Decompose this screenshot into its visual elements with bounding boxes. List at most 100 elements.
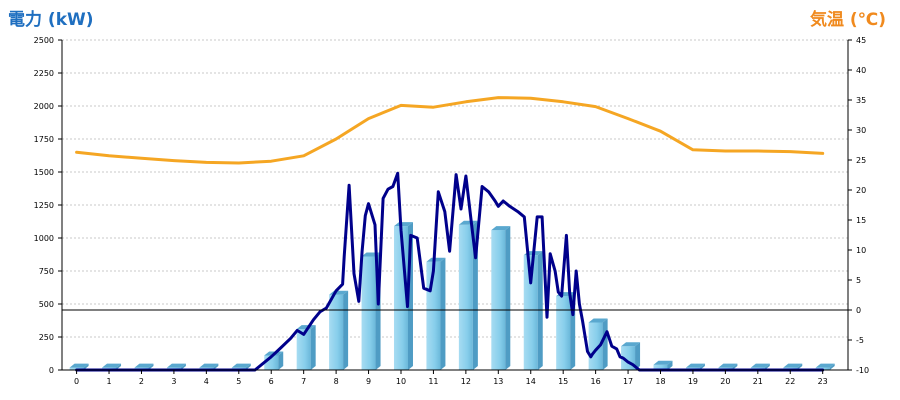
bar-front xyxy=(653,364,668,370)
bar-top xyxy=(621,342,641,347)
x-tick-label: 16 xyxy=(591,377,601,386)
right-tick-label: 30 xyxy=(856,126,866,135)
bar-top xyxy=(685,363,705,368)
bar-side xyxy=(602,318,608,370)
bar-side xyxy=(440,257,446,370)
bar xyxy=(329,290,349,370)
right-tick-label: 15 xyxy=(856,216,866,225)
right-tick-label: -10 xyxy=(856,366,869,375)
bar-side xyxy=(213,363,219,370)
left-tick-label: 2000 xyxy=(34,102,54,111)
bar xyxy=(621,342,641,370)
x-tick-label: 9 xyxy=(366,377,371,386)
x-tick-label: 15 xyxy=(558,377,568,386)
bar xyxy=(588,318,608,370)
bar-side xyxy=(245,363,251,370)
bar-top xyxy=(426,257,446,262)
bar-side xyxy=(699,363,705,370)
right-tick-label: 45 xyxy=(856,36,866,45)
bar-front xyxy=(523,255,538,370)
left-tick-label: 1000 xyxy=(34,234,54,243)
right-tick-label: 40 xyxy=(856,66,866,75)
bar-top xyxy=(69,363,89,368)
bar-side xyxy=(148,363,154,370)
left-tick-label: 2250 xyxy=(34,69,54,78)
left-tick-label: 2500 xyxy=(34,36,54,45)
x-tick-label: 10 xyxy=(396,377,406,386)
bar-top xyxy=(393,222,413,227)
right-tick-label: 20 xyxy=(856,186,866,195)
x-tick-label: 0 xyxy=(74,377,79,386)
right-tick-label: 10 xyxy=(856,246,866,255)
x-tick-label: 8 xyxy=(334,377,339,386)
bar-top xyxy=(458,220,478,225)
x-tick-label: 5 xyxy=(236,377,241,386)
bar xyxy=(653,360,673,370)
bar-top xyxy=(166,363,186,368)
bar-side xyxy=(829,363,835,370)
bar-side xyxy=(732,363,738,370)
left-tick-label: 1250 xyxy=(34,201,54,210)
bar xyxy=(491,226,511,370)
right-tick-label: 0 xyxy=(856,306,861,315)
bar-side xyxy=(505,226,511,370)
x-tick-label: 18 xyxy=(655,377,665,386)
bar xyxy=(296,325,316,370)
right-tick-label: -5 xyxy=(856,336,864,345)
bar-front xyxy=(491,230,506,370)
bar-side xyxy=(116,363,122,370)
bar-top xyxy=(134,363,154,368)
bar-side xyxy=(343,290,349,370)
x-tick-label: 21 xyxy=(753,377,763,386)
bar-top xyxy=(718,363,738,368)
bar-side xyxy=(797,363,803,370)
right-tick-label: 25 xyxy=(856,156,866,165)
bar-side xyxy=(764,363,770,370)
right-axis-title: 気温 (℃) xyxy=(809,10,886,30)
x-tick-label: 23 xyxy=(818,377,828,386)
x-tick-label: 7 xyxy=(301,377,306,386)
temperature-line xyxy=(75,96,825,165)
x-tick-label: 13 xyxy=(493,377,503,386)
left-tick-label: 1750 xyxy=(34,135,54,144)
power-line xyxy=(75,171,825,372)
bar xyxy=(426,257,446,370)
x-tick-label: 12 xyxy=(461,377,471,386)
bar-top xyxy=(588,318,608,323)
x-tick-label: 17 xyxy=(623,377,633,386)
left-tick-label: 250 xyxy=(39,333,54,342)
bar-top xyxy=(491,226,511,231)
line-series xyxy=(75,96,825,372)
axes xyxy=(58,39,852,374)
bar-side xyxy=(180,363,186,370)
bar-top xyxy=(231,363,251,368)
x-tick-label: 4 xyxy=(204,377,209,386)
x-tick-label: 20 xyxy=(720,377,730,386)
x-tick-label: 14 xyxy=(526,377,536,386)
left-tick-label: 500 xyxy=(39,300,54,309)
x-tick-label: 19 xyxy=(688,377,698,386)
bar-side xyxy=(537,251,543,370)
bar-top xyxy=(199,363,219,368)
bar-front xyxy=(556,296,571,370)
left-tick-label: 1500 xyxy=(34,168,54,177)
bar-front xyxy=(361,256,376,370)
x-tick-label: 3 xyxy=(171,377,176,386)
x-tick-label: 22 xyxy=(785,377,795,386)
bar-top xyxy=(750,363,770,368)
right-tick-label: 35 xyxy=(856,96,866,105)
bar-front xyxy=(329,294,344,370)
bar-side xyxy=(83,363,89,370)
x-tick-label: 6 xyxy=(269,377,274,386)
bar-front xyxy=(458,224,473,370)
bar-top xyxy=(815,363,835,368)
left-axis-title: 電力 (kW) xyxy=(8,10,94,30)
bar-side xyxy=(310,325,316,370)
bar-side xyxy=(635,342,641,370)
x-tick-label: 1 xyxy=(106,377,111,386)
x-tick-label: 11 xyxy=(428,377,438,386)
left-tick-label: 750 xyxy=(39,267,54,276)
bar-top xyxy=(783,363,803,368)
bar-front xyxy=(296,329,311,370)
